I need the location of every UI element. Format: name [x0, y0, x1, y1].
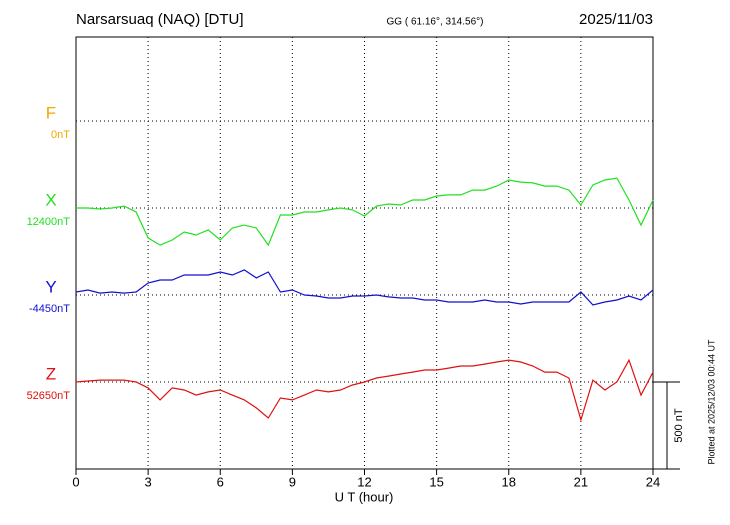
baseline-label: 52650nT — [27, 390, 71, 402]
chart-title: Narsarsuaq (NAQ) [DTU] — [76, 11, 244, 28]
x-tick-label: 9 — [289, 474, 296, 489]
legend-name: Z — [46, 364, 56, 383]
legend-name: F — [46, 103, 56, 122]
x-axis-label: U T (hour) — [335, 489, 394, 504]
baseline-label: 0nT — [51, 129, 70, 141]
scale-label: 500 nT — [673, 408, 685, 443]
x-tick-label: 3 — [145, 474, 152, 489]
legend-name: X — [45, 190, 56, 209]
x-tick-label: 6 — [217, 474, 224, 489]
chart-subtitle: GG ( 61.16°, 314.56°) — [387, 17, 484, 28]
x-tick-label: 21 — [574, 474, 588, 489]
x-tick-label: 15 — [429, 474, 443, 489]
x-tick-label: 12 — [357, 474, 371, 489]
x-tick-label: 18 — [502, 474, 516, 489]
trace-line — [75, 269, 654, 306]
chart-date: 2025/11/03 — [579, 11, 653, 28]
baseline-label: 12400nT — [27, 216, 71, 228]
baseline-label: -4450nT — [29, 303, 70, 315]
x-tick-label: 24 — [646, 474, 660, 489]
x-tick-label: 0 — [72, 474, 79, 489]
side-note: Plotted at 2025/12/03 00:44 UT — [706, 339, 716, 465]
legend-name: Y — [45, 277, 56, 296]
trace-line — [75, 358, 654, 423]
trace-line — [76, 177, 654, 247]
